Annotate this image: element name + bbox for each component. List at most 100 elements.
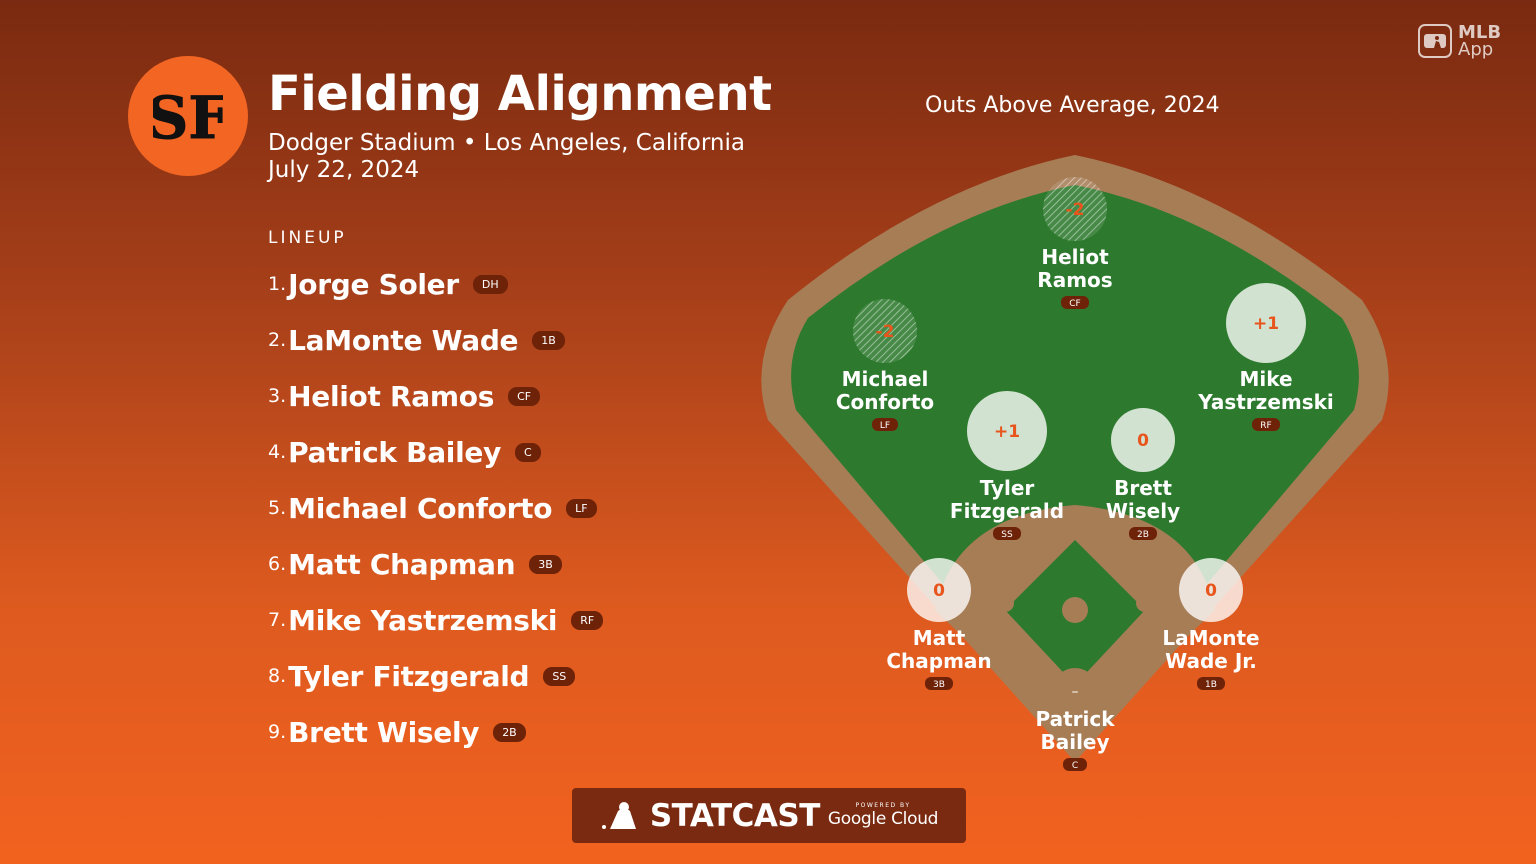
fielder-ss: +1 Tyler Fitzgerald SS	[950, 391, 1064, 540]
fielder-first-name: Tyler	[980, 476, 1035, 500]
player-name: Matt Chapman	[288, 547, 516, 581]
lineup-item: 5. Michael Conforto LF	[268, 480, 603, 536]
lineup-item: 2. LaMonte Wade 1B	[268, 312, 603, 368]
fielder-position: C	[1072, 761, 1078, 771]
fielder-position: RF	[1260, 421, 1271, 431]
fielder-cf: -2 Heliot Ramos CF	[1037, 177, 1113, 309]
position-badge: LF	[566, 498, 597, 518]
oaa-title: Outs Above Average, 2024	[925, 93, 1220, 118]
fielder-first-name: LaMonte	[1162, 626, 1259, 650]
player-name: Mike Yastrzemski	[288, 603, 558, 637]
team-logo: SF	[128, 56, 248, 176]
oaa-value: –	[1072, 684, 1079, 700]
powered-by-label: POWERED BY	[855, 802, 911, 809]
fielder-position: SS	[1001, 530, 1013, 540]
pitchers-mound	[1062, 597, 1088, 623]
fielder-first-name: Mike	[1239, 367, 1292, 391]
oaa-marker	[1226, 283, 1306, 363]
position-badge: SS	[543, 666, 576, 686]
oaa-value: 0	[1137, 431, 1149, 451]
statcast-footer: STATCAST POWERED BY Google Cloud	[572, 788, 966, 843]
fielder-first-name: Patrick	[1035, 707, 1115, 731]
fielder-first-name: Heliot	[1041, 245, 1109, 269]
player-name: Brett Wisely	[288, 715, 480, 749]
fielder-lf: -2 Michael Conforto LF	[836, 299, 934, 431]
batting-order: 9.	[268, 721, 287, 743]
oaa-value: -2	[1066, 200, 1085, 220]
oaa-marker	[1179, 558, 1243, 622]
position-badge: RF	[571, 610, 604, 630]
player-name: Heliot Ramos	[288, 379, 495, 413]
google-cloud-label: Google Cloud	[827, 809, 939, 829]
position-badge	[1197, 677, 1225, 690]
position-badge	[1129, 527, 1157, 540]
fielder-last-name: Wade Jr.	[1165, 649, 1257, 673]
mlb-app-badge: MLB App	[1418, 22, 1502, 60]
oaa-value: +1	[1253, 314, 1279, 334]
fielder-first-name: Brett	[1114, 476, 1172, 500]
lineup-heading: LINEUP	[268, 228, 347, 248]
fielder-2b: 0 Brett Wisely 2B	[1106, 408, 1180, 540]
home-plate-area	[1053, 668, 1097, 712]
lineup-item: 1. Jorge Soler DH	[268, 256, 603, 312]
oaa-marker	[1111, 408, 1175, 472]
app-label: App	[1458, 39, 1494, 60]
oaa-value: +1	[994, 422, 1020, 442]
outfield-grass	[791, 185, 1359, 740]
player-name: Jorge Soler	[288, 267, 459, 301]
oaa-value: -2	[876, 322, 895, 342]
powered-by-block: POWERED BY Google Cloud	[827, 802, 939, 829]
fielder-last-name: Conforto	[836, 390, 934, 414]
oaa-marker	[1043, 177, 1107, 241]
batter-silhouette-icon	[1424, 34, 1446, 48]
fielder-c: – Patrick Bailey C	[1035, 684, 1115, 771]
statcast-wordmark: STATCAST	[649, 797, 821, 834]
fielder-first-name: Matt	[913, 626, 966, 650]
lineup-list: 1. Jorge Soler DH 2. LaMonte Wade 1B 3. …	[268, 256, 604, 760]
fielder-last-name: Fitzgerald	[950, 499, 1064, 523]
player-name: Michael Conforto	[288, 491, 553, 525]
lineup-item: 7. Mike Yastrzemski RF	[268, 592, 604, 648]
lineup-item: 6. Matt Chapman 3B	[268, 536, 603, 592]
svg-text:SF: SF	[153, 84, 223, 152]
page-title: Fielding Alignment	[268, 66, 772, 122]
statcast-batter-icon	[601, 801, 636, 829]
batting-order: 2.	[268, 329, 287, 351]
mlb-label: MLB	[1458, 22, 1502, 43]
lineup-item: 4. Patrick Bailey C	[268, 424, 603, 480]
player-name: Tyler Fitzgerald	[288, 659, 530, 693]
batting-order: 5.	[268, 497, 287, 519]
oaa-marker	[907, 558, 971, 622]
oaa-value: 0	[933, 581, 945, 601]
mlb-app-text: MLB App	[1458, 22, 1502, 60]
first-base	[1136, 594, 1154, 612]
position-badge	[1063, 758, 1087, 771]
oaa-marker	[967, 391, 1047, 471]
position-badge: DH	[472, 274, 508, 294]
third-base	[996, 594, 1014, 612]
fielder-last-name: Ramos	[1037, 268, 1112, 292]
batting-order: 7.	[268, 609, 287, 631]
fielder-last-name: Wisely	[1106, 499, 1180, 523]
fielder-position: LF	[880, 421, 890, 431]
position-badge: 3B	[529, 554, 562, 574]
player-name: Patrick Bailey	[288, 435, 502, 469]
fielder-position: 3B	[933, 680, 945, 690]
lineup-item: 9. Brett Wisely 2B	[268, 704, 603, 760]
fielder-last-name: Yastrzemski	[1197, 390, 1334, 414]
position-badge	[925, 677, 953, 690]
sf-logo-icon: SF	[153, 84, 223, 153]
oaa-value: 0	[1205, 581, 1217, 601]
fielder-first-name: Michael	[842, 367, 929, 391]
position-badge: 2B	[493, 722, 526, 742]
fielder-last-name: Bailey	[1040, 730, 1109, 754]
game-date: July 22, 2024	[268, 157, 420, 183]
fielder-position: CF	[1069, 299, 1080, 309]
position-badge	[872, 418, 898, 431]
fielder-1b: 0 LaMonte Wade Jr. 1B	[1162, 558, 1260, 690]
fielder-last-name: Chapman	[886, 649, 991, 673]
position-badge: 1B	[532, 330, 565, 350]
batting-order: 1.	[268, 273, 287, 295]
position-badge	[1061, 296, 1089, 309]
